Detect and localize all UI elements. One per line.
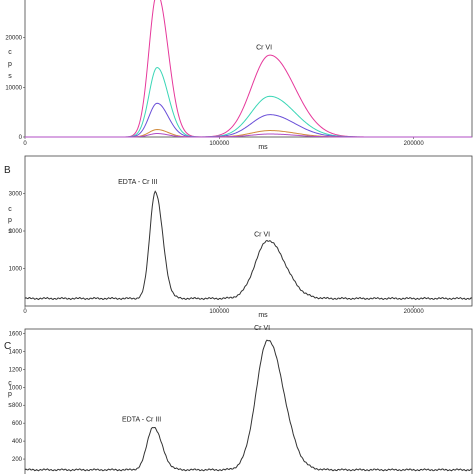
panel-a-y-label: c p s bbox=[8, 49, 12, 80]
panel-a-letter: A bbox=[2, 0, 9, 2]
panel-b-x-tick-label: 200000 bbox=[404, 309, 425, 315]
panel-a-y-ticks: 0 10000 20000 bbox=[5, 36, 25, 141]
panel-c-y-label-c: c bbox=[8, 380, 12, 387]
panel-c-series-line bbox=[24, 339, 473, 472]
panel-b-y-tick-label: 1000 bbox=[9, 267, 23, 273]
panel-b-x-tick-label: 100000 bbox=[209, 309, 230, 315]
panel-c-peak-label: EDTA - Cr III bbox=[122, 416, 161, 423]
panel-b-x-ticks: 0 100000 200000 bbox=[23, 306, 424, 315]
panel-a-x-label: ms bbox=[258, 144, 268, 151]
panel-b-x-tick-label: 0 bbox=[23, 309, 27, 315]
panel-b-y-label-s: s bbox=[8, 228, 12, 235]
panel-a-series bbox=[25, 0, 472, 138]
panel-c-y-label: c p s bbox=[8, 380, 12, 409]
panel-c-peak-label: Cr VI bbox=[254, 325, 270, 332]
panel-c-y-tick-label: 400 bbox=[12, 439, 23, 445]
panel-b-annotations: EDTA - Cr III Cr VI bbox=[118, 179, 270, 239]
panel-b-letter: B bbox=[4, 165, 11, 176]
panel-b-x-label: ms bbox=[258, 312, 268, 319]
panel-a-x-tick-label: 0 bbox=[23, 141, 27, 147]
panel-c-y-ticks: 200 400 600 800 1000 1200 1400 1600 bbox=[9, 331, 25, 463]
panel-c-y-tick-label: 1400 bbox=[9, 349, 23, 355]
panel-c-y-tick-label: 1600 bbox=[9, 331, 23, 337]
panel-a-peak-label: Cr VI bbox=[256, 45, 272, 52]
panel-b-peak-label: EDTA - Cr III bbox=[118, 179, 157, 186]
panel-a-y-tick-label: 10000 bbox=[5, 85, 22, 91]
panel-c-annotations: EDTA - Cr III Cr VI bbox=[122, 325, 270, 423]
panel-c-y-tick-label: 200 bbox=[12, 457, 23, 463]
panel-c-y-tick-label: 1200 bbox=[9, 367, 23, 373]
panel-b-frame bbox=[24, 155, 473, 307]
panel-a-x-tick-label: 200000 bbox=[404, 141, 425, 147]
panel-c-y-tick-label: 1000 bbox=[9, 385, 23, 391]
panel-b-y-label: c p s bbox=[8, 206, 12, 235]
panel-c-y-tick-label: 600 bbox=[12, 421, 23, 427]
panel-a-x-ticks: 0 100000 200000 bbox=[23, 137, 424, 147]
panel-b-y-tick-label: 2000 bbox=[9, 229, 23, 235]
panel-a-series-line bbox=[25, 133, 472, 138]
panel-a-y-label-p: p bbox=[8, 61, 12, 68]
panel-a: A 0 10000 20000 0 100000 200000 c p s ms Cr … bbox=[2, 0, 473, 151]
panel-a-x-tick-label: 100000 bbox=[209, 141, 230, 147]
panel-c-letter: C bbox=[4, 341, 11, 352]
panel-a-frame bbox=[24, 0, 473, 138]
panel-c-y-label-p: p bbox=[8, 391, 12, 398]
panel-b-y-ticks: 1000 2000 3000 bbox=[9, 192, 25, 273]
panel-a-series-line bbox=[25, 102, 472, 138]
panel-a-y-label-c: c bbox=[8, 49, 12, 56]
panel-a-y-tick-label: 0 bbox=[19, 135, 23, 141]
panel-a-y-tick-label: 20000 bbox=[5, 36, 22, 42]
panel-b-series-line bbox=[24, 190, 473, 301]
panel-b-y-tick-label: 3000 bbox=[9, 192, 23, 198]
panel-c: C 200 400 600 800 1000 1200 1400 1600 c p s EDT… bbox=[4, 325, 473, 474]
panel-c-y-tick-label: 800 bbox=[12, 403, 23, 409]
panel-c-y-label-s: s bbox=[8, 402, 12, 409]
panel-b-series bbox=[24, 190, 473, 301]
panel-b-y-label-c: c bbox=[8, 206, 12, 213]
panel-b-peak-label: Cr VI bbox=[254, 232, 270, 239]
panel-c-series bbox=[24, 339, 473, 472]
panel-a-series-line bbox=[25, 66, 472, 138]
panel-c-frame bbox=[24, 328, 473, 474]
panel-b: B 1000 2000 3000 0 100000 200000 c p s ms ED… bbox=[4, 155, 473, 319]
panel-b-y-label-p: p bbox=[8, 217, 12, 224]
panel-a-y-label-s: s bbox=[8, 73, 12, 80]
panel-a-annotations: Cr VI bbox=[256, 45, 272, 52]
